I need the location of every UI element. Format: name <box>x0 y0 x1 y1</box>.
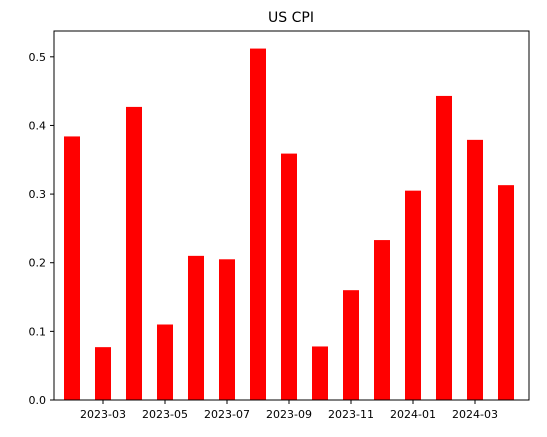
bar-2023-04 <box>126 106 142 400</box>
y-tick-label: 0.3 <box>29 188 47 201</box>
x-tick-label: 2023-09 <box>266 408 312 421</box>
x-axis: 2023-03 2023-05 2023-07 2023-09 2023-11 2024-… <box>80 400 498 421</box>
bar-2024-02 <box>436 95 452 401</box>
chart-title: US CPI <box>268 10 314 26</box>
bar-2023-11 <box>343 290 359 400</box>
x-tick-label: 2024-01 <box>390 408 436 421</box>
bar-2024-01 <box>405 190 421 400</box>
bar-2023-08 <box>250 48 266 400</box>
x-tick-label: 2023-07 <box>204 408 250 421</box>
bar-2023-03 <box>95 347 111 400</box>
y-tick-label: 0.5 <box>29 51 47 64</box>
bar-2023-05 <box>157 324 173 400</box>
x-tick-label: 2024-03 <box>452 408 498 421</box>
bar-2024-04 <box>498 185 514 400</box>
bar-2024-03 <box>467 139 483 401</box>
bar-2023-12 <box>374 240 390 400</box>
y-tick-label: 0.0 <box>29 394 47 407</box>
x-tick-label: 2023-03 <box>80 408 126 421</box>
y-tick-label: 0.4 <box>29 119 47 132</box>
bar-2023-09 <box>281 153 297 400</box>
x-tick-label: 2023-05 <box>142 408 188 421</box>
y-tick-label: 0.1 <box>29 325 47 338</box>
bar-2023-06 <box>188 255 204 400</box>
y-axis: 0.0 0.1 0.2 0.3 0.4 0.5 <box>29 51 54 407</box>
bar-2023-10 <box>312 346 328 400</box>
y-tick-label: 0.2 <box>29 257 47 270</box>
bar-2023-02 <box>64 136 80 400</box>
bar-2023-07 <box>219 259 235 400</box>
plot-frame <box>53 30 530 401</box>
bars-group <box>64 48 514 401</box>
x-tick-label: 2023-11 <box>328 408 374 421</box>
